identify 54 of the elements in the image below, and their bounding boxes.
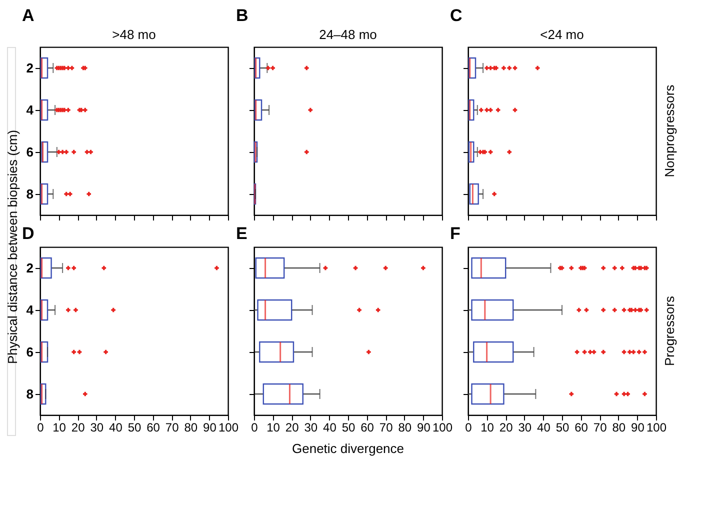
x-tick-label: 80: [184, 420, 198, 434]
x-tick-label: 60: [146, 420, 160, 434]
y-tick-label: 6: [26, 144, 34, 160]
chart-subtitle: 24–48 mo: [319, 27, 377, 42]
x-tick-label: 0: [251, 420, 258, 434]
x-tick-label: 90: [631, 420, 645, 434]
x-tick-label: 10: [480, 420, 494, 434]
chart-title: D: [22, 224, 34, 243]
x-tick-label: 30: [518, 420, 532, 434]
x-tick-label: 30: [90, 420, 104, 434]
y-tick-label: 2: [26, 260, 34, 276]
x-tick-label: 20: [285, 420, 300, 434]
x-tick-label: 30: [304, 420, 318, 434]
x-tick-label: 20: [499, 420, 514, 434]
x-tick-label: 0: [37, 420, 44, 434]
x-tick-label: 40: [323, 420, 337, 434]
x-tick-label: 90: [417, 420, 431, 434]
x-tick-label: 100: [432, 420, 453, 434]
x-tick-label: 50: [556, 420, 570, 434]
x-tick-label: 100: [218, 420, 239, 434]
chart-subtitle: <24 mo: [540, 27, 584, 42]
chart-title: E: [236, 224, 248, 243]
y-tick-label: 4: [26, 102, 34, 118]
y2-axis-title: Progressors: [662, 295, 677, 366]
x-tick-label: 100: [646, 420, 667, 434]
y-tick-label: 8: [26, 186, 34, 202]
x-tick-label: 80: [398, 420, 412, 434]
chart-title: A: [22, 6, 34, 25]
x-tick-label: 60: [574, 420, 588, 434]
x-tick-label: 20: [71, 420, 86, 434]
x-tick-label: 40: [537, 420, 551, 434]
x-tick-label: 0: [465, 420, 472, 434]
x-tick-label: 90: [203, 420, 217, 434]
x-tick-label: 80: [612, 420, 626, 434]
y-tick-label: 4: [26, 302, 34, 318]
x-tick-label: 70: [593, 420, 608, 434]
x-tick-label: 50: [128, 420, 142, 434]
y-tick-label: 8: [26, 386, 34, 402]
y2-axis-title: Nonprogressors: [662, 84, 677, 178]
x-tick-label: 50: [342, 420, 356, 434]
x-tick-label: 10: [266, 420, 280, 434]
x-tick-label: 60: [360, 420, 374, 434]
y-axis-title: Physical distance between biopsies (cm): [5, 130, 20, 364]
chart-title: B: [236, 6, 248, 25]
chart-title: C: [450, 6, 462, 25]
x-axis-title: Genetic divergence: [292, 441, 404, 456]
x-tick-label: 40: [109, 420, 123, 434]
y-tick-label: 6: [26, 344, 34, 360]
x-tick-label: 70: [379, 420, 394, 434]
y-tick-label: 2: [26, 60, 34, 76]
x-tick-label: 10: [52, 420, 66, 434]
chart-title: F: [450, 224, 460, 243]
chart-subtitle: >48 mo: [112, 27, 156, 42]
x-tick-label: 70: [165, 420, 180, 434]
